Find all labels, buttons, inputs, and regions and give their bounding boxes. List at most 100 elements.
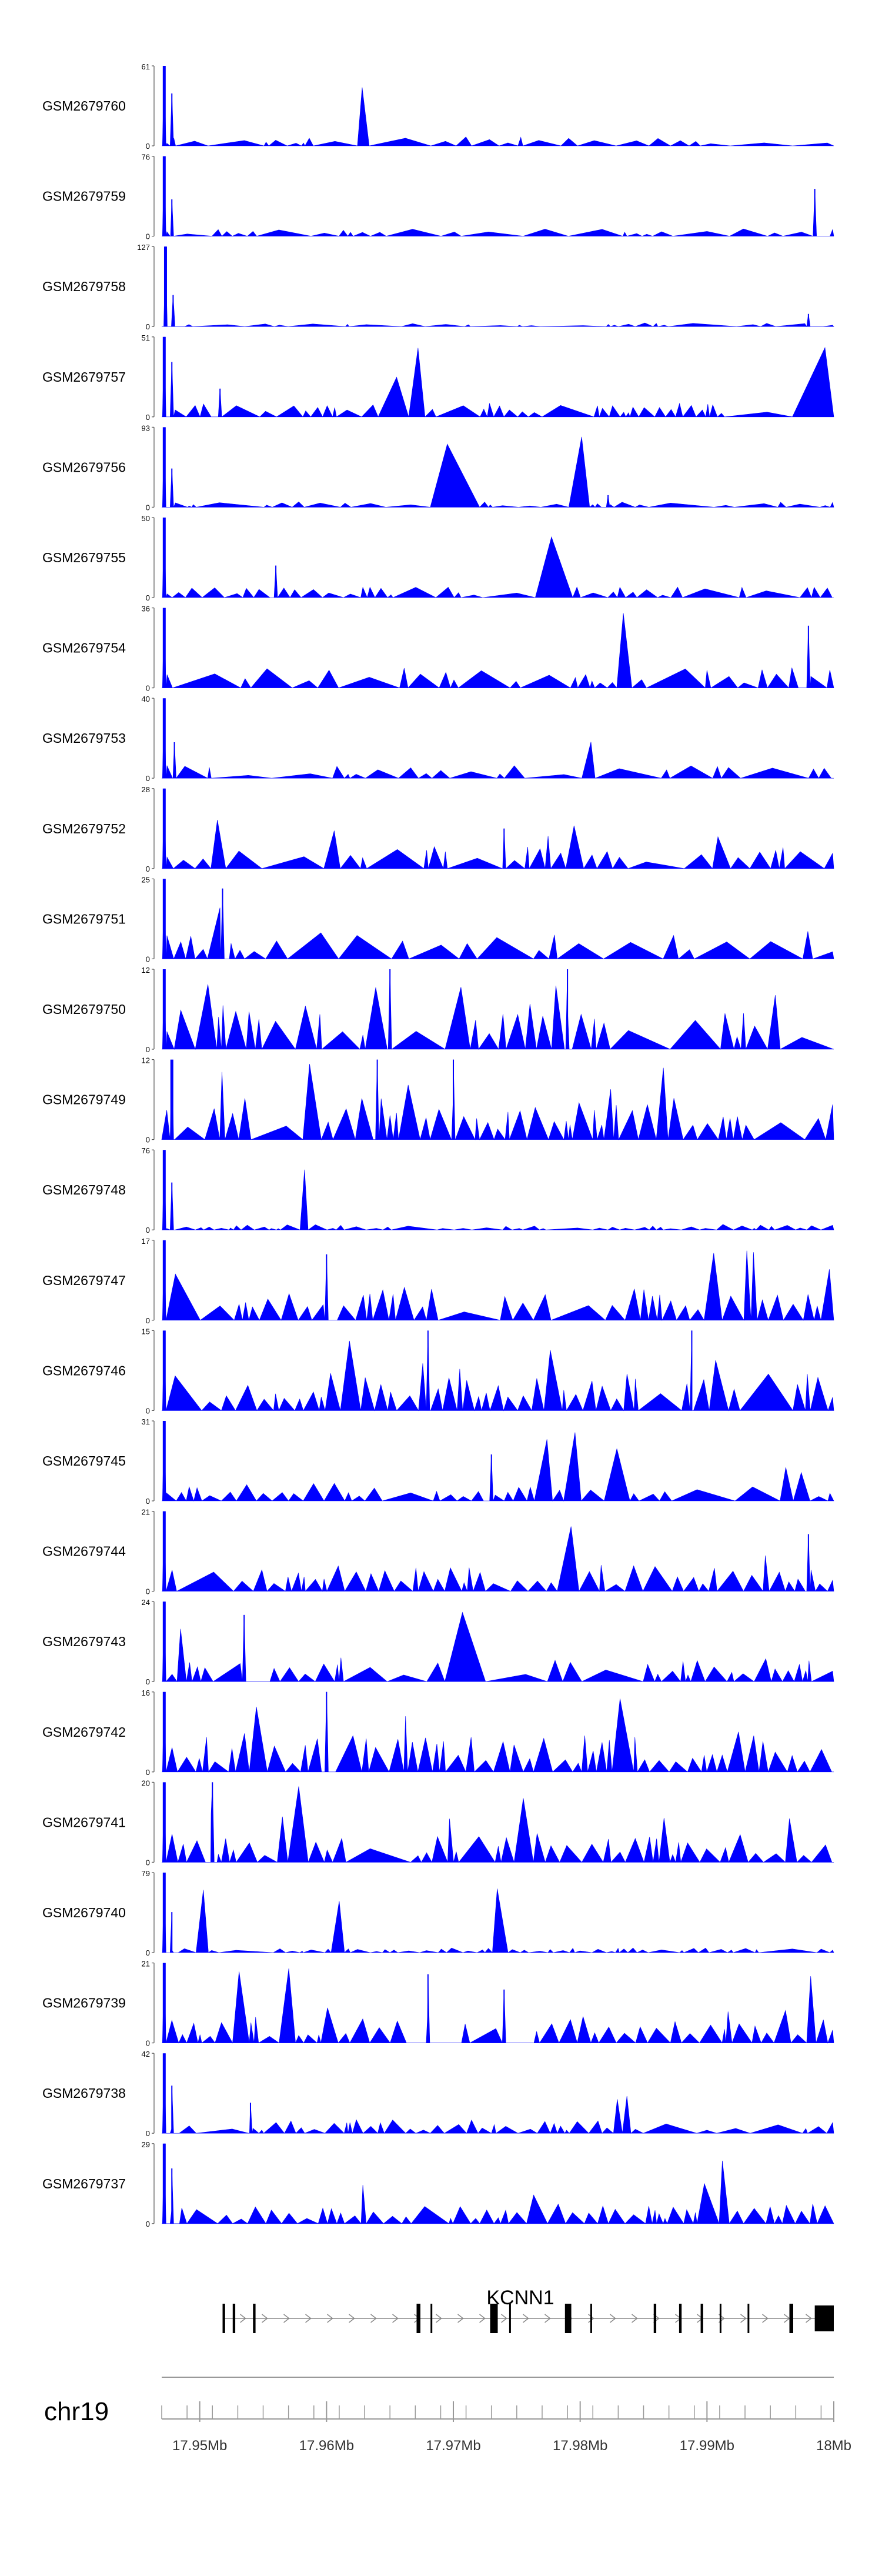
y-axis-min-label: 0 [146,1768,150,1777]
coverage-area [162,2143,834,2224]
y-axis-max-label: 12 [142,1056,150,1065]
track-GSM2679741: GSM2679741 20 0 [42,1778,834,1867]
y-axis-min-label: 0 [146,1316,150,1325]
exon [490,2304,498,2333]
track-label: GSM2679760 [42,98,126,114]
exon [719,2304,721,2333]
strand-arrow [544,2314,551,2323]
track-label: GSM2679739 [42,1996,126,2011]
track-label: GSM2679745 [42,1453,126,1469]
strand-arrow [349,2314,355,2323]
exon [590,2304,592,2333]
track-GSM2679753: GSM2679753 40 0 [42,695,834,783]
coverage-area [162,1963,834,2044]
y-axis-max-label: 25 [142,875,150,884]
track-label: GSM2679744 [42,1544,126,1559]
exon [430,2304,433,2333]
coverage-area [161,1059,834,1140]
y-axis-max-label: 20 [142,1778,150,1787]
strand-arrow [806,2314,812,2323]
track-GSM2679752: GSM2679752 28 0 [42,785,834,873]
track-label: GSM2679740 [42,1905,126,1920]
track-GSM2679749: GSM2679749 12 0 [42,1056,834,1144]
tick-label: 18Mb [816,2438,851,2454]
y-axis-max-label: 50 [142,514,150,523]
track-GSM2679751: GSM2679751 25 0 [42,875,834,963]
track-GSM2679746: GSM2679746 15 0 [42,1327,834,1415]
exon [679,2304,682,2333]
y-axis-max-label: 79 [142,1869,150,1878]
exon [700,2304,703,2333]
track-label: GSM2679742 [42,1724,126,1740]
track-GSM2679756: GSM2679756 93 0 [42,423,834,512]
track-label: GSM2679737 [42,2176,126,2191]
y-axis-min-label: 0 [146,1497,150,1506]
track-GSM2679739: GSM2679739 21 0 [42,1960,834,2048]
y-axis-min-label: 0 [146,2039,150,2048]
track-label: GSM2679746 [42,1363,126,1378]
genome-axis: chr19 17.95Mb 17.96Mb 17.97Mb 17.98Mb 17.99M… [44,2377,851,2454]
track-label: GSM2679754 [42,640,126,656]
coverage-area [162,427,834,508]
y-axis-max-label: 17 [142,1237,150,1246]
y-axis-min-label: 0 [146,593,150,602]
coverage-area [162,1330,834,1412]
track-label: GSM2679750 [42,1002,126,1017]
y-axis-max-label: 15 [142,1327,150,1336]
track-GSM2679750: GSM2679750 12 0 [42,966,834,1054]
y-axis-min-label: 0 [146,413,150,422]
track-GSM2679737: GSM2679737 29 0 [42,2140,834,2228]
tick-label: 17.97Mb [426,2438,480,2454]
track-label: GSM2679751 [42,911,126,926]
coverage-area [162,336,834,418]
strand-arrow [588,2314,594,2323]
track-GSM2679742: GSM2679742 16 0 [42,1689,834,1777]
y-axis-max-label: 21 [142,1508,150,1517]
strand-arrow [610,2314,616,2323]
coverage-area [162,1150,834,1230]
y-axis-max-label: 61 [142,62,150,71]
track-label: GSM2679741 [42,1814,126,1830]
y-axis-min-label: 0 [146,1858,150,1867]
coverage-area [162,788,834,869]
track-GSM2679759: GSM2679759 76 0 [42,153,834,241]
coverage-area [162,879,834,960]
track-GSM2679745: GSM2679745 31 0 [42,1417,834,1506]
track-label: GSM2679743 [42,1634,126,1649]
track-GSM2679743: GSM2679743 24 0 [42,1598,834,1686]
coverage-area [162,1782,834,1863]
exon [509,2304,511,2333]
track-label: GSM2679747 [42,1273,126,1288]
track-label: GSM2679756 [42,459,126,475]
coverage-area [162,156,834,237]
y-axis-max-label: 76 [142,1146,150,1155]
tick-label: 17.96Mb [299,2438,354,2454]
exon [222,2304,225,2333]
track-label: GSM2679753 [42,730,126,746]
y-axis-min-label: 0 [146,232,150,241]
strand-arrow [240,2314,246,2323]
y-axis-max-label: 93 [142,423,150,432]
y-axis-min-label: 0 [146,322,150,331]
track-label: GSM2679748 [42,1182,126,1197]
y-axis-min-label: 0 [146,955,150,963]
gene-track: KCNN1 [222,2287,834,2333]
strand-arrow [632,2314,638,2323]
coverage-area [162,65,834,146]
y-axis-min-label: 0 [146,1226,150,1234]
y-axis-max-label: 127 [137,243,150,252]
chromosome-label: chr19 [44,2397,109,2426]
y-axis-max-label: 16 [142,1689,150,1697]
y-axis-max-label: 21 [142,1960,150,1968]
strand-arrow [283,2314,290,2323]
track-GSM2679744: GSM2679744 21 0 [42,1508,834,1596]
track-GSM2679747: GSM2679747 17 0 [42,1237,834,1325]
y-axis-min-label: 0 [146,1587,150,1596]
track-GSM2679738: GSM2679738 42 0 [42,2050,834,2138]
strand-arrow [762,2314,769,2323]
track-label: GSM2679759 [42,189,126,204]
track-GSM2679740: GSM2679740 79 0 [42,1869,834,1957]
strand-arrow [740,2314,747,2323]
exon [253,2304,256,2333]
y-axis-max-label: 28 [142,785,150,794]
